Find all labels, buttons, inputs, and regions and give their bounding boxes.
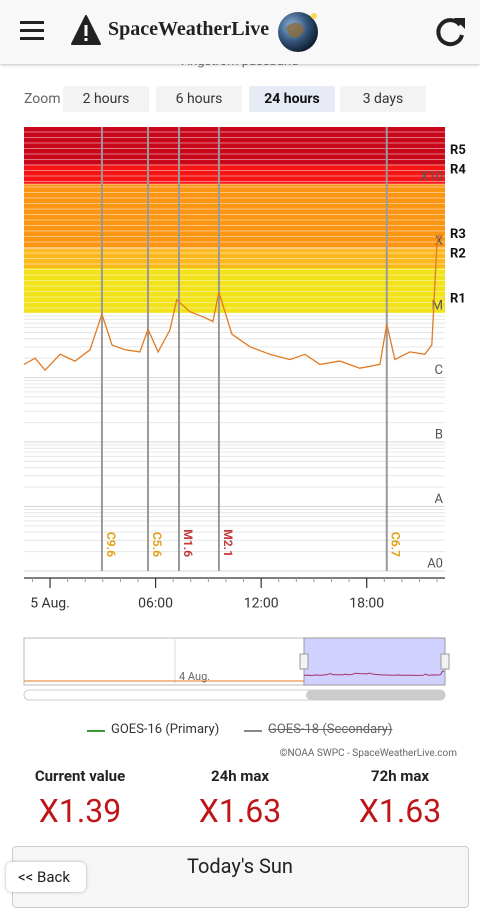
radio-label: R3 — [450, 227, 466, 242]
stat-value: X1.39 — [38, 792, 122, 830]
radio-band — [24, 248, 445, 269]
stat-label: 72h max — [371, 767, 429, 785]
x-tick-label: 12:00 — [244, 596, 279, 612]
y-tick-label: A0 — [427, 556, 443, 571]
alert-icon[interactable] — [70, 14, 102, 46]
radio-band — [24, 184, 445, 249]
radio-label: R5 — [450, 143, 466, 158]
logo-globe — [278, 12, 318, 52]
navigator-selection — [303, 637, 446, 686]
zoom-button[interactable]: 24 hours — [249, 86, 335, 112]
zoom-button[interactable]: 2 hours — [63, 86, 149, 112]
site-title[interactable]: SpaceWeatherLive — [108, 18, 270, 40]
zoom-button[interactable]: 6 hours — [156, 86, 242, 112]
section-title: Today's Sun — [187, 854, 293, 878]
y-tick-label: X — [435, 234, 443, 249]
x-tick-label: 5 Aug. — [30, 596, 70, 612]
scrollbar-thumb — [306, 690, 445, 700]
radio-label: R2 — [450, 246, 466, 261]
y-tick-label: M — [432, 299, 443, 314]
stat-label: 24h max — [211, 767, 269, 785]
chart: R1 R2 R3 R4 R5 A0 A B C M X X10 C9.6 C5.6 M1.6 M2.1 C6.7… — [23, 127, 466, 701]
flare-label: M2.1 — [221, 529, 235, 557]
zoom-label: Zoom — [24, 91, 61, 107]
legend-swatch — [87, 730, 105, 732]
y-tick-label: C — [435, 363, 443, 378]
legend-entry[interactable]: GOES-16 (Primary) — [111, 722, 220, 737]
radio-band — [24, 268, 445, 314]
legend-swatch — [244, 730, 262, 732]
navigator-label: 4 Aug. — [179, 670, 210, 683]
y-tick-label: B — [435, 427, 443, 442]
flare-label: C6.7 — [389, 532, 403, 557]
back-button[interactable]: << Back — [6, 862, 86, 892]
zoom-button[interactable]: 3 days — [340, 86, 426, 112]
navigator-handle[interactable] — [440, 653, 450, 670]
menu-icon[interactable] — [20, 20, 46, 42]
x-tick-label: 18:00 — [349, 596, 384, 612]
y-tick-label: A — [435, 492, 444, 507]
x-tick-label: 06:00 — [138, 596, 173, 612]
stat-label: Current value — [34, 767, 126, 785]
radio-band — [24, 164, 445, 185]
radio-band — [24, 127, 445, 165]
radio-label: R1 — [450, 292, 466, 307]
navigator-line — [303, 670, 445, 677]
radio-label: R4 — [450, 163, 466, 178]
stat-value: X1.63 — [358, 792, 442, 830]
navigator — [23, 637, 446, 686]
refresh-icon[interactable] — [434, 15, 468, 49]
legend-entry[interactable]: GOES-18 (Secondary) — [268, 722, 393, 737]
flare-label: C9.6 — [104, 532, 118, 557]
credit: ©NOAA SWPC - SpaceWeatherLive.com — [279, 748, 457, 759]
y-tick-label: X10 — [420, 170, 443, 185]
navigator-handle[interactable] — [299, 653, 309, 670]
flare-label: C5.6 — [150, 532, 164, 557]
stat-value: X1.63 — [198, 792, 282, 830]
header: SpaceWeatherLive — [0, 0, 480, 64]
flux-line — [23, 233, 443, 372]
flare-label: M1.6 — [181, 529, 195, 557]
